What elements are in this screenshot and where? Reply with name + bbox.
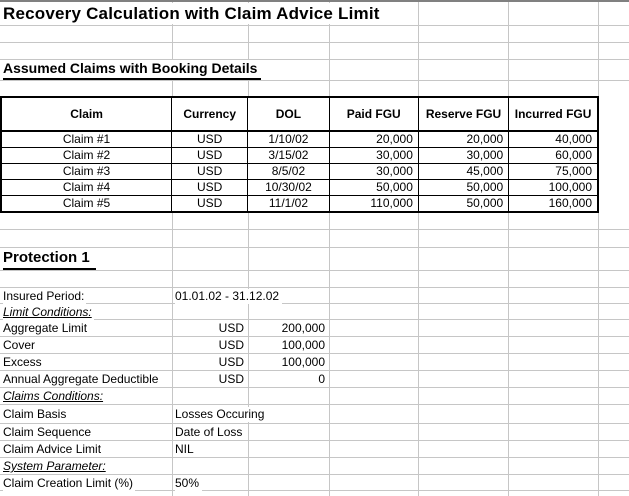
- cover-label[interactable]: Cover: [3, 338, 38, 353]
- aggregate-limit-currency[interactable]: USD: [218, 321, 244, 335]
- gridline: [0, 474, 629, 475]
- gridline: [418, 2, 419, 496]
- cover-currency[interactable]: USD: [218, 338, 244, 352]
- table-row: Claim #5 USD 11/1/02 110,000 50,000 160,…: [0, 195, 599, 213]
- header-paid-fgu[interactable]: Paid FGU: [328, 96, 419, 132]
- aggregate-limit-amount[interactable]: 200,000: [281, 321, 325, 335]
- cell-claim[interactable]: Claim #1: [0, 130, 173, 148]
- claim-creation-limit-value[interactable]: 50%: [175, 476, 203, 491]
- annual-aggregate-deductible-label[interactable]: Annual Aggregate Deductible: [3, 372, 161, 387]
- gridline: [0, 457, 629, 458]
- gridline: [0, 247, 629, 248]
- gridline: [248, 2, 249, 496]
- cell-currency[interactable]: USD: [171, 147, 249, 164]
- cell-paid[interactable]: 30,000: [328, 147, 419, 164]
- cell-dol[interactable]: 10/30/02: [247, 179, 330, 196]
- claim-basis-label[interactable]: Claim Basis: [3, 407, 69, 422]
- claims-conditions-label[interactable]: Claims Conditions:: [3, 389, 106, 404]
- excess-amount[interactable]: 100,000: [281, 355, 325, 369]
- cell-currency[interactable]: USD: [171, 179, 249, 196]
- gridline: [508, 2, 509, 496]
- cell-reserve[interactable]: 50,000: [417, 179, 510, 196]
- cell-currency[interactable]: USD: [171, 163, 249, 180]
- claims-table-header-row: Claim Currency DOL Paid FGU Reserve FGU …: [0, 96, 599, 132]
- cell-currency[interactable]: USD: [171, 130, 249, 148]
- claim-advice-limit-label[interactable]: Claim Advice Limit: [3, 442, 104, 457]
- page-title[interactable]: Recovery Calculation with Claim Advice L…: [3, 3, 388, 24]
- header-reserve-fgu[interactable]: Reserve FGU: [417, 96, 510, 132]
- cell-incurred[interactable]: 60,000: [508, 147, 599, 164]
- cell-incurred[interactable]: 100,000: [508, 179, 599, 196]
- gridline: [0, 440, 629, 441]
- gridline: [0, 319, 629, 320]
- gridline: [0, 59, 629, 60]
- cell-incurred[interactable]: 40,000: [508, 130, 599, 148]
- gridline: [598, 2, 599, 496]
- gridline: [329, 2, 330, 496]
- gridline: [0, 353, 629, 354]
- cell-paid[interactable]: 50,000: [328, 179, 419, 196]
- cell-paid[interactable]: 110,000: [328, 195, 419, 213]
- claim-sequence-label[interactable]: Claim Sequence: [3, 425, 94, 440]
- insured-period-label[interactable]: Insured Period:: [3, 289, 87, 304]
- cell-claim[interactable]: Claim #2: [0, 147, 173, 164]
- annual-aggregate-deductible-currency[interactable]: USD: [218, 372, 244, 386]
- cell-incurred[interactable]: 160,000: [508, 195, 599, 213]
- cell-claim[interactable]: Claim #3: [0, 163, 173, 180]
- cell-reserve[interactable]: 45,000: [417, 163, 510, 180]
- cell-claim[interactable]: Claim #4: [0, 179, 173, 196]
- excess-label[interactable]: Excess: [3, 355, 44, 370]
- limit-conditions-label[interactable]: Limit Conditions:: [3, 305, 94, 320]
- header-incurred-fgu[interactable]: Incurred FGU: [508, 96, 599, 132]
- cell-incurred[interactable]: 75,000: [508, 163, 599, 180]
- gridline: [0, 287, 629, 288]
- gridline: [0, 270, 629, 271]
- gridline: [0, 490, 629, 491]
- claim-sequence-value[interactable]: Date of Loss: [175, 425, 246, 440]
- aggregate-limit-label[interactable]: Aggregate Limit: [3, 321, 90, 336]
- cell-dol[interactable]: 8/5/02: [247, 163, 330, 180]
- insured-period-value[interactable]: 01.01.02 - 31.12.02: [175, 289, 283, 304]
- gridline: [0, 25, 629, 26]
- annual-aggregate-deductible-amount[interactable]: 0: [318, 372, 325, 386]
- protection-heading[interactable]: Protection 1: [3, 249, 96, 270]
- cell-dol[interactable]: 1/10/02: [247, 130, 330, 148]
- window-top-edge: [0, 0, 629, 2]
- cell-paid[interactable]: 30,000: [328, 163, 419, 180]
- cell-reserve[interactable]: 50,000: [417, 195, 510, 213]
- gridline: [0, 370, 629, 371]
- gridline: [0, 423, 629, 424]
- cell-dol[interactable]: 11/1/02: [247, 195, 330, 213]
- cell-reserve[interactable]: 30,000: [417, 147, 510, 164]
- gridline: [0, 303, 629, 304]
- gridline: [172, 2, 173, 496]
- header-dol[interactable]: DOL: [247, 96, 330, 132]
- table-row: Claim #1 USD 1/10/02 20,000 20,000 40,00…: [0, 130, 599, 148]
- claim-basis-value[interactable]: Losses Occuring: [175, 407, 268, 422]
- table-row: Claim #4 USD 10/30/02 50,000 50,000 100,…: [0, 179, 599, 196]
- gridline: [0, 404, 629, 405]
- cell-dol[interactable]: 3/15/02: [247, 147, 330, 164]
- cell-currency[interactable]: USD: [171, 195, 249, 213]
- header-currency[interactable]: Currency: [171, 96, 249, 132]
- claim-advice-limit-value[interactable]: NIL: [175, 442, 197, 457]
- cell-reserve[interactable]: 20,000: [417, 130, 510, 148]
- cell-paid[interactable]: 20,000: [328, 130, 419, 148]
- gridline: [0, 42, 629, 43]
- claims-section-heading[interactable]: Assumed Claims with Booking Details: [3, 60, 262, 80]
- gridline: [0, 336, 629, 337]
- system-parameter-label[interactable]: System Parameter:: [3, 459, 108, 474]
- gridline: [0, 229, 629, 230]
- excess-currency[interactable]: USD: [218, 355, 244, 369]
- cell-claim[interactable]: Claim #5: [0, 195, 173, 213]
- gridline: [0, 387, 629, 388]
- cover-amount[interactable]: 100,000: [281, 338, 325, 352]
- claims-table: Claim Currency DOL Paid FGU Reserve FGU …: [0, 96, 599, 213]
- gridline: [0, 80, 629, 81]
- header-claim[interactable]: Claim: [0, 96, 173, 132]
- table-row: Claim #2 USD 3/15/02 30,000 30,000 60,00…: [0, 147, 599, 164]
- claim-creation-limit-label[interactable]: Claim Creation Limit (%): [3, 476, 136, 491]
- table-row: Claim #3 USD 8/5/02 30,000 45,000 75,000: [0, 163, 599, 180]
